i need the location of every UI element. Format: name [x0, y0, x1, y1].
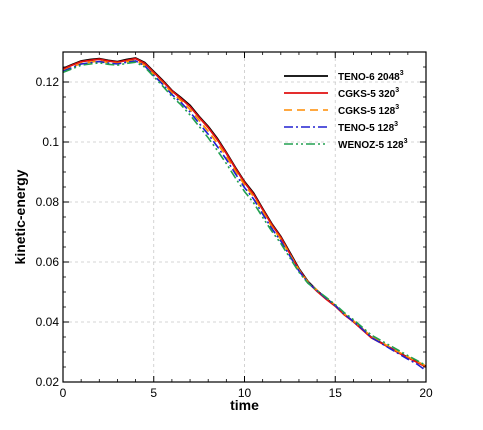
x-tick-label: 0 — [60, 386, 67, 400]
legend-label-1: CGKS-5 3203 — [338, 87, 399, 100]
legend-label-4: WENOZ-5 1283 — [338, 138, 408, 151]
y-tick-label: 0.02 — [36, 375, 60, 389]
x-tick-label: 15 — [329, 386, 343, 400]
x-tick-label: 5 — [150, 386, 157, 400]
y-tick-label: 0.1 — [42, 135, 59, 149]
legend-label-superscript: 3 — [404, 138, 408, 145]
y-tick-label: 0.08 — [36, 195, 60, 209]
legend-label-superscript: 3 — [400, 70, 404, 77]
y-tick-label: 0.04 — [36, 315, 60, 329]
legend-label-2: CGKS-5 1283 — [338, 104, 399, 117]
x-tick-label: 10 — [238, 386, 252, 400]
legend-label-text: CGKS-5 320 — [338, 89, 396, 100]
y-tick-label: 0.06 — [36, 255, 60, 269]
legend-label-3: TENO-5 1283 — [338, 121, 398, 134]
y-axis-title: kinetic-energy — [12, 169, 28, 264]
legend-label-text: WENOZ-5 128 — [338, 140, 404, 151]
series-line-0 — [62, 57, 427, 368]
series-line-1 — [62, 57, 427, 368]
x-tick-label: 20 — [419, 386, 433, 400]
legend-label-text: CGKS-5 128 — [338, 106, 396, 117]
axis-ticks: 0 5 10 15 20 0.02 0.04 0.06 0.08 0.1 0.12 — [36, 52, 433, 400]
series-line-3 — [62, 60, 427, 372]
series-layer — [62, 57, 427, 372]
legend-label-text: TENO-6 2048 — [338, 72, 400, 83]
legend-label-text: TENO-5 128 — [338, 123, 395, 134]
legend-label-superscript: 3 — [395, 104, 399, 111]
legend-label-superscript: 3 — [395, 87, 399, 94]
y-tick-label: 0.12 — [36, 75, 60, 89]
legend-label-0: TENO-6 20483 — [338, 70, 404, 83]
grid — [63, 52, 426, 382]
legend-label-superscript: 3 — [394, 121, 398, 128]
series-line-4 — [62, 61, 427, 367]
x-axis-title: time — [230, 397, 259, 413]
